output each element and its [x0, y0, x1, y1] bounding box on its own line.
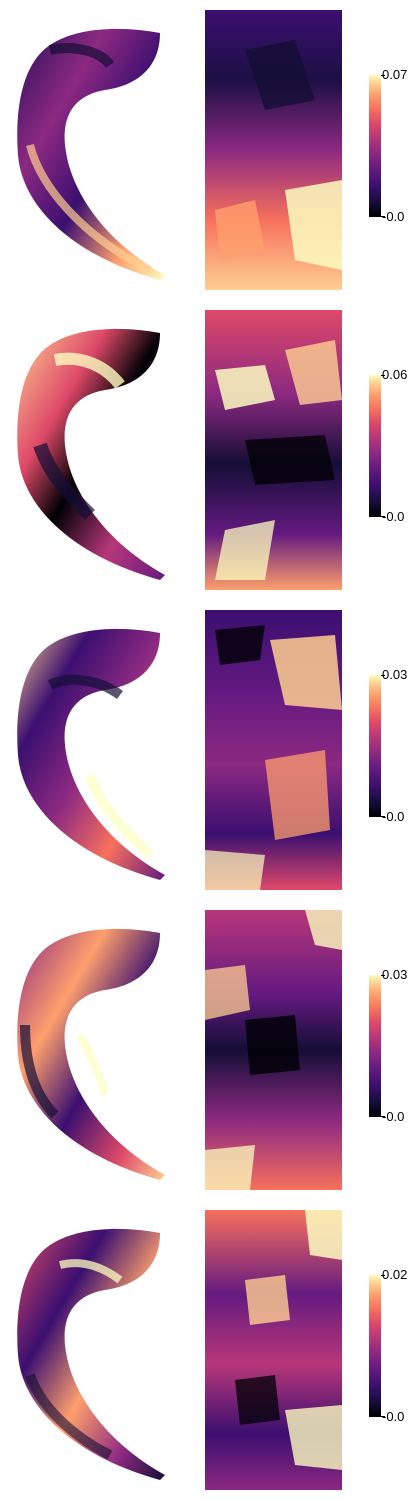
- colorbar-max-label: 0.03: [382, 967, 408, 982]
- panel-row-5: 0.02 -0.0: [0, 1200, 410, 1500]
- cortical-surface-render: [17, 628, 165, 880]
- cortical-surface-render: [17, 28, 165, 281]
- flatmap-render: [205, 310, 342, 590]
- colorbar-min-tick: [381, 1416, 385, 1417]
- colorbar-min-label: -0.0: [382, 1409, 405, 1424]
- flatmap-render: [205, 910, 342, 1190]
- panel-row-4: 0.03 -0.0: [0, 900, 410, 1200]
- colorbar: [369, 1275, 381, 1417]
- colorbar-max-tick: [381, 75, 385, 76]
- colorbar-max-tick: [381, 675, 385, 676]
- colorbar: [369, 675, 381, 817]
- flatmap-render: [205, 610, 342, 890]
- panel-row-2: 0.06 -0.0: [0, 300, 410, 600]
- cortical-surface-render: [17, 928, 165, 1180]
- flatmap-render: [205, 10, 342, 290]
- colorbar-min-tick: [381, 216, 385, 217]
- colorbar: [369, 75, 381, 217]
- colorbar-min-tick: [381, 816, 385, 817]
- colorbar: [369, 975, 381, 1117]
- colorbar-max-tick: [381, 1275, 385, 1276]
- flatmap-render: [205, 1210, 342, 1490]
- colorbar-max-tick: [381, 975, 385, 976]
- colorbar-min-tick: [381, 1116, 385, 1117]
- panel-row-1: 0.07 -0.0: [0, 0, 410, 300]
- colorbar-min-label: -0.0: [382, 209, 405, 224]
- colorbar-min-label: -0.0: [382, 509, 405, 524]
- colorbar-max-label: 0.07: [382, 67, 408, 82]
- colorbar-max-tick: [381, 375, 385, 376]
- colorbar-min-label: -0.0: [382, 1109, 405, 1124]
- colorbar-max-label: 0.02: [382, 1267, 408, 1282]
- colorbar: [369, 375, 381, 517]
- panel-row-3: 0.03 -0.0: [0, 600, 410, 900]
- colorbar-max-label: 0.06: [382, 367, 408, 382]
- colorbar-min-label: -0.0: [382, 809, 405, 824]
- colorbar-max-label: 0.03: [382, 667, 408, 682]
- cortical-surface-render: [17, 1228, 165, 1480]
- colorbar-min-tick: [381, 516, 385, 517]
- cortical-surface-render: [17, 328, 165, 580]
